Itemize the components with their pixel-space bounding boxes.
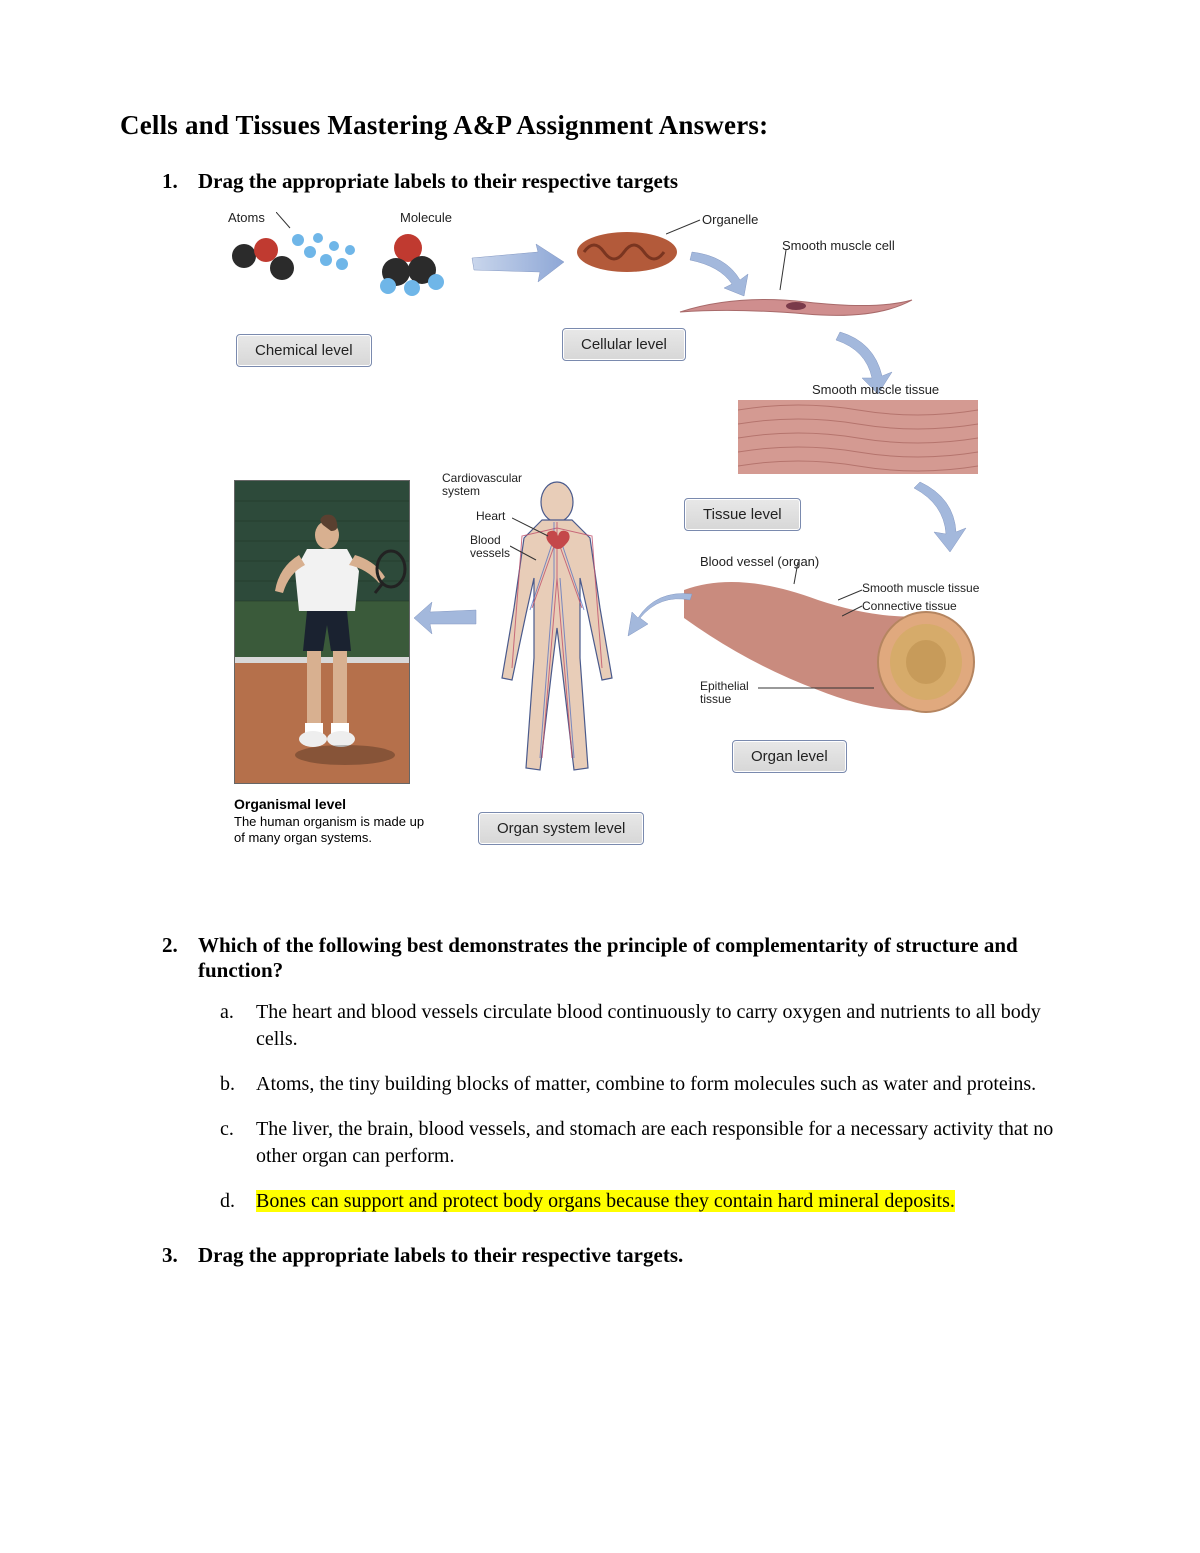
arrow-icon — [900, 478, 970, 556]
question-1: 1. Drag the appropriate labels to their … — [162, 169, 1080, 905]
label-smooth-muscle-cell: Smooth muscle cell — [782, 238, 895, 253]
molecule-icon — [378, 226, 468, 296]
option-d: d. Bones can support and protect body or… — [220, 1188, 1080, 1215]
option-letter: b. — [220, 1071, 242, 1098]
tissue-icon — [738, 400, 978, 474]
q2-text: Which of the following best demonstrates… — [198, 933, 1080, 983]
box-chemical-level[interactable]: Chemical level — [236, 334, 372, 367]
box-organ-system-level[interactable]: Organ system level — [478, 812, 644, 845]
leader-line — [512, 514, 552, 540]
page-title: Cells and Tissues Mastering A&P Assignme… — [120, 110, 1080, 141]
leader-line — [510, 542, 540, 562]
option-c: c. The liver, the brain, blood vessels, … — [220, 1116, 1080, 1170]
question-3: 3. Drag the appropriate labels to their … — [162, 1243, 1080, 1268]
levels-diagram: Atoms Molecule Organelle — [222, 210, 982, 905]
organismal-caption-block: Organismal level The human organism is m… — [234, 796, 434, 847]
leader-line — [790, 562, 808, 588]
box-organ-level[interactable]: Organ level — [732, 740, 847, 773]
leader-line — [776, 250, 796, 294]
q3-number: 3. — [162, 1243, 184, 1268]
option-letter: c. — [220, 1116, 242, 1170]
option-letter: d. — [220, 1188, 242, 1215]
option-text: The liver, the brain, blood vessels, and… — [256, 1116, 1080, 1170]
q1-number: 1. — [162, 169, 184, 194]
muscle-cell-icon — [676, 288, 916, 328]
label-organelle: Organelle — [702, 212, 758, 227]
label-epithelial-tissue: Epithelial tissue — [700, 680, 749, 705]
label-smooth-muscle-tissue-top: Smooth muscle tissue — [812, 382, 939, 397]
label-blood-vessels: Blood vessels — [470, 534, 510, 559]
option-b: b. Atoms, the tiny building blocks of ma… — [220, 1071, 1080, 1098]
leader-line — [842, 604, 866, 618]
q2-number: 2. — [162, 933, 184, 958]
label-organismal-level: Organismal level — [234, 796, 434, 812]
question-2: 2. Which of the following best demonstra… — [162, 933, 1080, 1215]
body-system-icon — [472, 478, 642, 788]
option-text: Atoms, the tiny building blocks of matte… — [256, 1071, 1036, 1098]
option-text: Bones can support and protect body organ… — [256, 1188, 955, 1215]
box-cellular-level[interactable]: Cellular level — [562, 328, 686, 361]
q3-text: Drag the appropriate labels to their res… — [198, 1243, 683, 1268]
arrow-icon — [412, 598, 482, 638]
option-letter: a. — [220, 999, 242, 1053]
leader-line — [276, 212, 296, 232]
leader-line — [758, 684, 878, 692]
label-molecule: Molecule — [400, 210, 452, 225]
option-text: The heart and blood vessels circulate bl… — [256, 999, 1080, 1053]
box-tissue-level[interactable]: Tissue level — [684, 498, 801, 531]
option-a: a. The heart and blood vessels circulate… — [220, 999, 1080, 1053]
arrow-icon — [468, 240, 568, 288]
organismal-caption: The human organism is made up of many or… — [234, 814, 434, 847]
organism-photo — [234, 480, 410, 784]
label-smooth-muscle-tissue: Smooth muscle tissue — [862, 582, 979, 595]
label-connective-tissue: Connective tissue — [862, 600, 957, 613]
leader-line — [666, 218, 706, 238]
label-atoms: Atoms — [228, 210, 265, 225]
label-cardiovascular-system: Cardiovascular system — [442, 472, 522, 497]
label-heart: Heart — [476, 510, 505, 523]
q1-text: Drag the appropriate labels to their res… — [198, 169, 678, 194]
